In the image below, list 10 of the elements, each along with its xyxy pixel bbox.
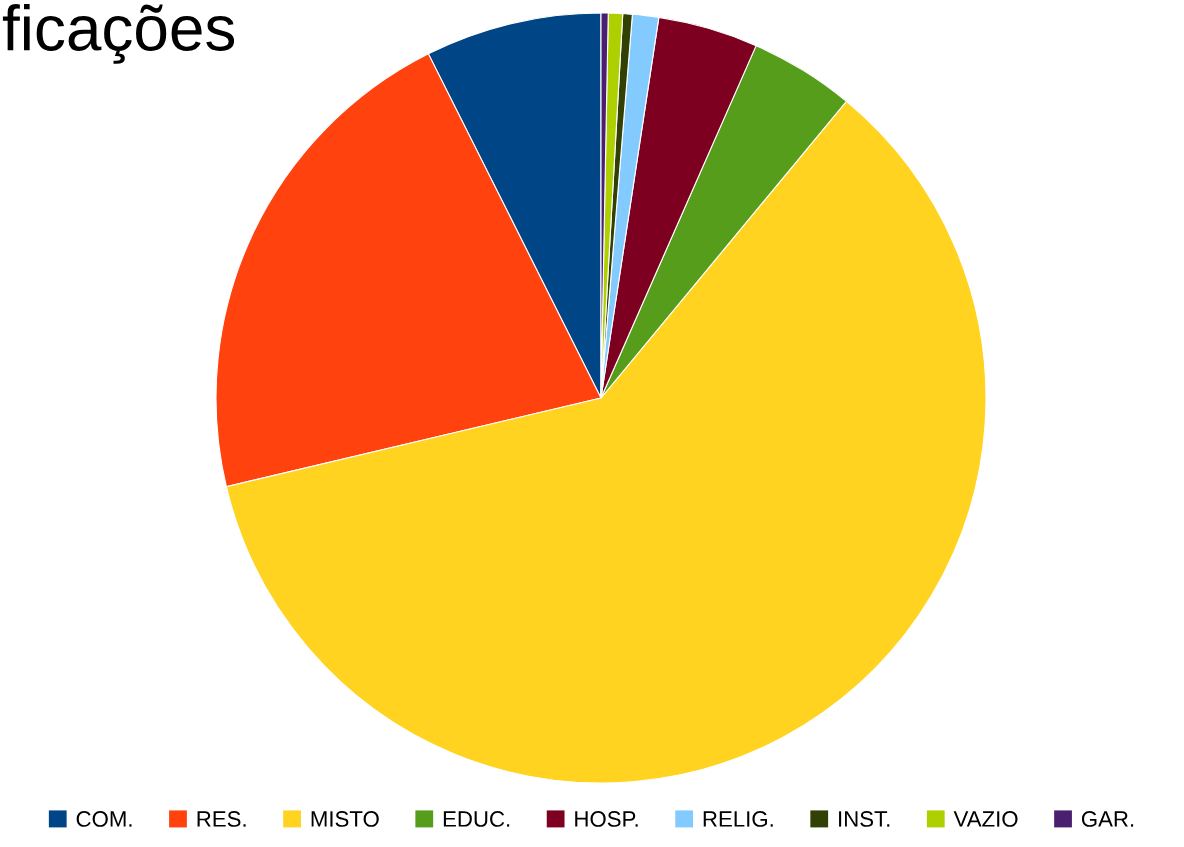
legend-label: HOSP. <box>575 811 638 827</box>
chart-title: ficações <box>2 4 235 64</box>
legend-label: EDUC. <box>443 811 510 827</box>
legend-label: RELIG. <box>703 811 773 827</box>
legend-label: INST. <box>839 811 890 827</box>
legend-label: COM. <box>76 811 132 827</box>
legend-label: VAZIO <box>953 811 1018 827</box>
legend-label: MISTO <box>311 811 379 827</box>
legend-label: RES. <box>197 811 246 827</box>
legend-label: GAR. <box>1081 811 1134 827</box>
